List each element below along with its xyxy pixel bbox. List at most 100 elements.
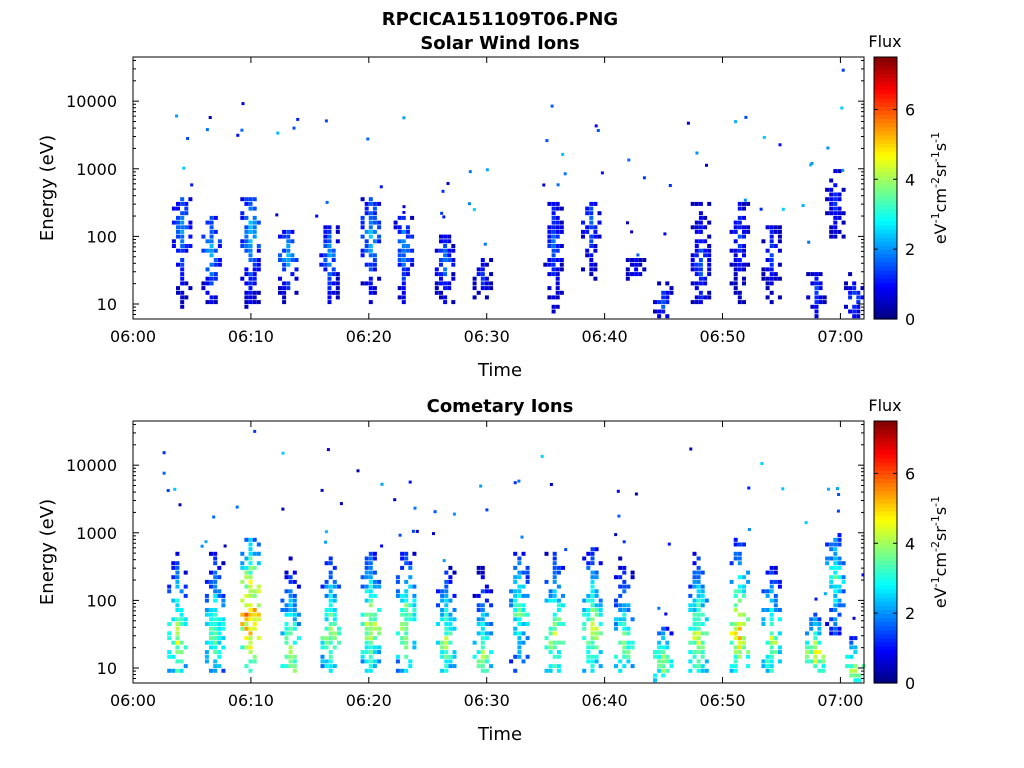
heatmap-cell (323, 262, 328, 267)
heatmap-cell (184, 201, 189, 206)
heatmap-cell (368, 650, 373, 655)
heatmap-cell (694, 295, 699, 300)
heatmap-cell (404, 579, 409, 584)
y-tick-label: 10000 (66, 92, 117, 111)
heatmap-cell (404, 551, 409, 556)
heatmap-cell (773, 276, 778, 281)
heatmap-cell (175, 565, 180, 570)
heatmap-cell (377, 220, 382, 225)
heatmap-cell (696, 579, 701, 584)
heatmap-cell (737, 258, 742, 262)
heatmap-cell (692, 612, 697, 617)
heatmap-cell (480, 281, 485, 286)
colorbar-swatch (874, 159, 897, 165)
heatmap-cell (813, 636, 818, 641)
heatmap-cell (402, 205, 406, 209)
heatmap-cell (324, 659, 329, 664)
heatmap-cell (444, 631, 449, 636)
colorbar-swatch (874, 237, 897, 242)
heatmap-cell (377, 579, 382, 584)
colorbar-swatch (874, 670, 897, 676)
heatmap-cell (217, 654, 222, 659)
heatmap-cell (630, 272, 634, 277)
heatmap-cell (404, 589, 409, 594)
heatmap-cell (582, 556, 587, 561)
heatmap-cell (328, 640, 333, 645)
heatmap-cell (517, 608, 522, 612)
colorbar-swatch (874, 118, 897, 124)
heatmap-cell (213, 598, 218, 603)
heatmap-cell (208, 116, 212, 119)
heatmap-cell (240, 239, 245, 244)
heatmap-cell (221, 636, 226, 641)
heatmap-cell (412, 612, 417, 617)
heatmap-cell (398, 533, 402, 537)
heatmap-cell (213, 229, 218, 234)
heatmap-cell (555, 267, 560, 272)
heatmap-cell (356, 469, 360, 473)
heatmap-cell (183, 570, 188, 575)
colorbar-swatch (874, 421, 897, 426)
heatmap-cell (618, 640, 623, 645)
heatmap-cell (521, 603, 526, 608)
heatmap-cell (626, 603, 631, 608)
heatmap-cell (286, 253, 291, 258)
heatmap-cell (841, 575, 846, 580)
heatmap-cell (761, 622, 766, 626)
heatmap-cell (692, 636, 697, 641)
heatmap-cell (377, 645, 382, 650)
heatmap-cell (180, 262, 185, 267)
heatmap-cell (556, 664, 561, 669)
heatmap-cell (692, 579, 697, 584)
heatmap-cell (665, 668, 670, 673)
heatmap-cell (244, 295, 249, 300)
heatmap-cell (484, 659, 489, 664)
cometary-ylabel: Energy (eV) (37, 499, 58, 605)
heatmap-cell (248, 570, 253, 575)
heatmap-cell (737, 650, 742, 655)
heatmap-cell (410, 258, 415, 262)
heatmap-cell (585, 248, 590, 253)
heatmap-cell (256, 589, 261, 594)
heatmap-cell (598, 608, 603, 612)
heatmap-cell (548, 593, 553, 598)
heatmap-cell (401, 253, 406, 258)
heatmap-cell (368, 584, 373, 589)
heatmap-cell (248, 547, 253, 552)
heatmap-cell (551, 239, 556, 244)
heatmap-cell (332, 565, 337, 570)
heatmap-cell (248, 636, 253, 641)
heatmap-cell (551, 295, 556, 300)
heatmap-cell (328, 589, 333, 594)
colorbar-swatch (874, 130, 897, 136)
heatmap-cell (737, 290, 742, 295)
heatmap-cell (372, 253, 377, 258)
heatmap-cell (593, 234, 598, 239)
colorbar-swatch (874, 314, 897, 320)
heatmap-cell (692, 561, 697, 566)
heatmap-cell (183, 584, 188, 589)
heatmap-cell (597, 220, 602, 225)
heatmap-cell (556, 668, 561, 673)
heatmap-cell (700, 664, 705, 669)
heatmap-cell (665, 281, 670, 286)
heatmap-cell (821, 659, 826, 664)
heatmap-cell (555, 281, 560, 286)
heatmap-cell (829, 547, 834, 552)
heatmap-cell (814, 295, 819, 300)
heatmap-cell (729, 579, 734, 584)
heatmap-cell (694, 201, 699, 206)
heatmap-cell (364, 589, 369, 594)
heatmap-cell (777, 234, 782, 239)
colorbar-swatch (874, 147, 897, 152)
heatmap-cell (590, 547, 595, 552)
heatmap-cell (448, 664, 453, 669)
heatmap-cell (217, 664, 222, 669)
heatmap-cell (837, 603, 842, 608)
heatmap-cell (171, 561, 176, 566)
heatmap-cell (364, 211, 369, 216)
colorbar-tick-label: 2 (905, 604, 915, 623)
heatmap-cell (618, 593, 623, 598)
heatmap-cell (368, 561, 373, 566)
heatmap-cell (248, 579, 253, 584)
